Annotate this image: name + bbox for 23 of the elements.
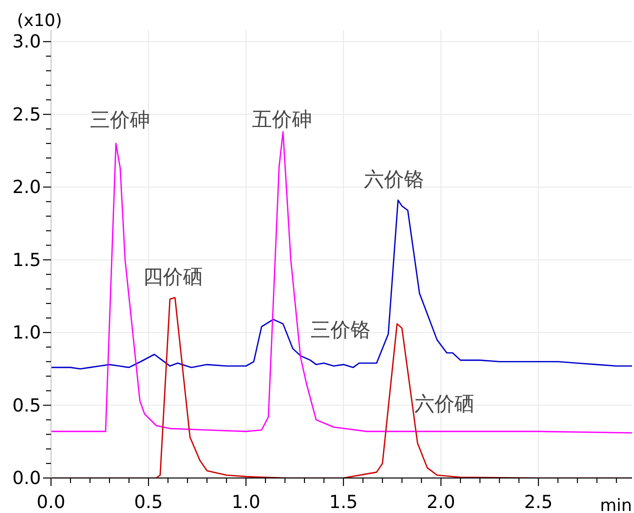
y-tick-label: 2.0: [12, 177, 41, 198]
annotation: 六价铬: [364, 167, 424, 192]
y-tick-label: 0.5: [12, 395, 41, 416]
line-series: [51, 131, 632, 434]
y-tick-label: 1.5: [12, 250, 41, 271]
x-tick-label: 1.5: [329, 492, 358, 513]
y-tick-label: 3.0: [12, 32, 41, 53]
y-tick-label: 1.0: [12, 322, 41, 344]
annotation: 四价硒: [143, 264, 203, 289]
annotation: 三价砷: [90, 107, 150, 132]
annotation: 三价铬: [310, 317, 370, 342]
x-tick-label: 1.0: [232, 492, 260, 513]
line-series: [51, 200, 632, 370]
x-tick-label: 2.5: [524, 492, 553, 513]
annotation: 五价砷: [252, 106, 312, 131]
x-tick-label: 0.5: [134, 492, 163, 513]
y-tick-label: 2.5: [12, 104, 41, 126]
x-tick-label: 0.0: [36, 492, 66, 513]
y-tick-label: 0.0: [12, 468, 41, 489]
x-axis-title: min: [600, 496, 632, 513]
x-tick-label: 2.0: [426, 492, 456, 513]
annotation: 六价硒: [414, 391, 475, 416]
y-axis-title: (x10): [17, 11, 62, 31]
